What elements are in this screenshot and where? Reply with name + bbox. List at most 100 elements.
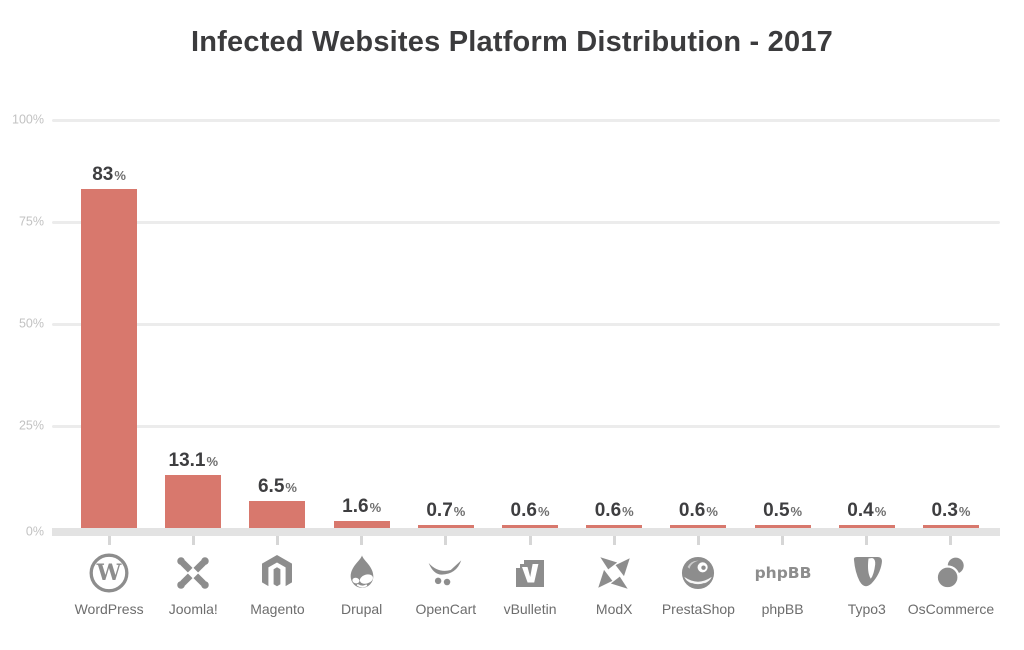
bar-value-label: 83% [92, 165, 126, 184]
bar-column: 0.7% [404, 120, 488, 528]
platform-cell: Drupal [320, 536, 404, 617]
bar-value-number: 0.7 [426, 500, 453, 521]
bar-value-number: 1.6 [342, 496, 369, 518]
typo3-icon [847, 551, 887, 595]
platform-cell: phpBB phpBB [741, 536, 825, 617]
bar-column: 6.5% [235, 120, 319, 528]
oscommerce-icon [930, 551, 972, 595]
modx-icon [593, 551, 635, 595]
bar-value-label: 0.3% [931, 501, 970, 520]
bar-value-label: 0.4% [847, 501, 886, 520]
platform-label: Joomla! [168, 601, 218, 617]
bar [333, 521, 390, 528]
x-tick [191, 536, 195, 545]
platform-label: Magento [250, 601, 305, 617]
bar-value-unit: % [453, 504, 466, 519]
y-tick-label: 0% [25, 524, 44, 539]
platform-label: PrestaShop [661, 601, 735, 617]
bar-value-label: 0.6% [595, 501, 634, 520]
prestashop-icon [676, 551, 720, 595]
bar-value-label: 6.5% [258, 477, 297, 496]
x-tick [528, 536, 532, 545]
grid-line [52, 323, 1000, 326]
x-tick [865, 536, 869, 545]
bar [754, 525, 811, 528]
bar-value-unit: % [958, 504, 971, 519]
platform-label: phpBB [761, 601, 804, 617]
bar-value-number: 0.5 [763, 500, 790, 521]
bar [165, 474, 222, 528]
bar-value-number: 0.6 [678, 500, 706, 521]
bar-column: 0.5% [741, 120, 825, 528]
platform-label: WordPress [74, 601, 144, 617]
platform-cell: OsCommerce [907, 536, 995, 617]
x-axis-area: W WordPress Joomla! Magento Drupal OpenCart vB… [67, 536, 995, 617]
platform-label: Drupal [341, 601, 383, 617]
bar-value-unit: % [706, 504, 718, 519]
plot-area: 83% 13.1% 6.5% 1.6% 0.7% 0.6% 0.6% 0.6% 0.5% 0.4%… [52, 119, 1000, 528]
platform-cell: ModX [572, 536, 656, 617]
bar-column: 1.6% [320, 120, 404, 528]
joomla-icon [172, 551, 214, 595]
y-axis-labels: 100% 75% 50% 25% 0% [0, 112, 44, 538]
bar-value-number: 83 [92, 164, 114, 186]
bar [670, 525, 727, 528]
bar-column: 13.1% [151, 120, 235, 528]
chart-title: Infected Websites Platform Distribution … [191, 26, 833, 58]
bar-value-unit: % [285, 480, 297, 496]
bar-value-unit: % [206, 453, 219, 469]
bar-value-number: 0.6 [510, 500, 537, 521]
bar [586, 525, 643, 528]
bar-value-unit: % [622, 504, 634, 519]
x-tick [949, 536, 953, 545]
platform-cell: vBulletin [488, 536, 572, 617]
bar-value-label: 1.6% [342, 497, 381, 516]
svg-text:W: W [96, 560, 122, 586]
bar-value-label: 0.6% [679, 501, 718, 520]
opencart-icon [424, 551, 468, 595]
platform-cell: Joomla! [151, 536, 235, 617]
grid-line [52, 221, 1000, 224]
x-tick [360, 536, 364, 545]
x-axis-line [52, 528, 1000, 536]
y-tick-label: 50% [18, 316, 44, 331]
bar-value-number: 0.3 [931, 500, 958, 521]
bar-column: 0.6% [572, 120, 656, 528]
x-tick [444, 536, 448, 545]
bar-value-unit: % [114, 168, 126, 184]
platform-cell: Typo3 [825, 536, 909, 617]
magento-icon [257, 551, 297, 595]
bar-value-number: 0.6 [594, 500, 622, 521]
bar-value-label: 13.1% [169, 451, 219, 470]
bar-value-unit: % [369, 500, 382, 516]
platform-cell: PrestaShop [656, 536, 740, 617]
bar-column: 83% [67, 120, 151, 528]
platform-label: OsCommerce [907, 601, 995, 617]
bar-value-label: 0.7% [426, 501, 465, 520]
bar [249, 501, 306, 528]
bar-value-unit: % [874, 504, 887, 519]
platform-label: Typo3 [847, 601, 886, 617]
x-tick [612, 536, 616, 545]
grid-line [52, 425, 1000, 428]
bar-column: 0.6% [656, 120, 740, 528]
x-tick [107, 536, 111, 545]
bar-value-number: 6.5 [257, 476, 285, 498]
bar [838, 525, 895, 528]
bar-value-number: 13.1 [168, 449, 206, 471]
platform-cell: Magento [235, 536, 319, 617]
y-tick-label: 100% [12, 112, 44, 127]
bar-column: 0.4% [825, 120, 909, 528]
phpbb-icon: phpBB [754, 551, 812, 595]
bar-value-number: 0.4 [847, 500, 874, 521]
bar-value-unit: % [537, 504, 550, 519]
bar [922, 525, 979, 528]
platform-label: ModX [595, 601, 633, 617]
x-tick [275, 536, 279, 545]
bar-column: 0.6% [488, 120, 572, 528]
vbulletin-icon [510, 551, 550, 595]
bar [81, 189, 138, 528]
svg-text:phpBB: phpBB [754, 564, 811, 582]
grid-line [52, 119, 1000, 122]
